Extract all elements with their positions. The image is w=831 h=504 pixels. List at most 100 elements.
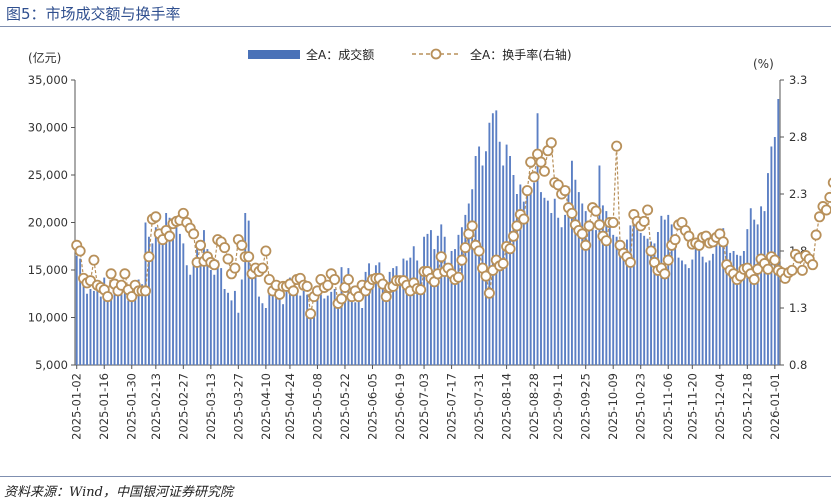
turnover-amount-bar	[213, 274, 216, 365]
turnover-amount-bar	[75, 255, 78, 365]
x-tick-label: 2025-11-20	[685, 373, 699, 440]
turnover-amount-bar	[123, 290, 126, 365]
turnover-amount-bar	[227, 292, 229, 365]
turnover-amount-bar	[698, 245, 701, 365]
turnover-rate-point	[222, 253, 234, 265]
turnover-amount-bar	[237, 312, 240, 365]
left-tick-label: 5,000	[35, 358, 68, 372]
turnover-amount-bar	[189, 274, 192, 365]
x-tick-label: 2025-03-13	[204, 373, 218, 440]
turnover-amount-bar	[564, 214, 567, 365]
turnover-amount-bar	[443, 236, 446, 365]
turnover-amount-bar	[436, 235, 439, 365]
turnover-rate-point	[260, 245, 272, 257]
turnover-amount-bar	[106, 287, 109, 365]
turnover-rate-point	[177, 207, 189, 219]
turnover-rate-point	[810, 229, 822, 241]
turnover-amount-bar	[663, 219, 666, 365]
x-tick-label: 2025-04-10	[259, 373, 273, 440]
turnover-rate-point	[126, 291, 138, 303]
turnover-amount-bar	[313, 315, 315, 365]
turnover-amount-bar	[749, 208, 752, 365]
turnover-amount-bar	[282, 304, 285, 365]
turnover-amount-bar	[278, 290, 281, 365]
turnover-amount-bar	[540, 192, 542, 365]
turnover-rate-point	[752, 263, 764, 275]
turnover-amount-bar	[165, 213, 168, 365]
turnover-rate-point	[139, 285, 151, 297]
x-tick-label: 2025-01-30	[125, 373, 139, 440]
turnover-amount-bar	[670, 224, 673, 365]
turnover-amount-bar	[240, 279, 243, 365]
turnover-amount-bar	[708, 260, 711, 365]
left-tick-label: 35,000	[28, 73, 68, 87]
turnover-amount-bar	[464, 214, 467, 365]
turnover-amount-bar	[158, 239, 161, 365]
turnover-rate-point	[459, 242, 471, 254]
left-tick-label: 25,000	[28, 168, 68, 182]
turnover-amount-bar	[385, 284, 388, 365]
turnover-amount-bar	[429, 230, 432, 365]
turnover-amount-bar	[347, 268, 350, 365]
right-tick-label: 1.3	[789, 301, 807, 315]
x-tick-label: 2025-04-24	[283, 373, 297, 440]
turnover-amount-bar	[681, 260, 683, 365]
turnover-amount-bar	[526, 189, 529, 365]
turnover-amount-bar	[261, 303, 264, 365]
turnover-amount-bar	[450, 251, 453, 365]
turnover-amount-bar	[567, 186, 570, 365]
turnover-amount-bar	[660, 215, 663, 365]
turnover-rate-point	[669, 234, 681, 246]
turnover-amount-bar	[412, 246, 415, 365]
turnover-amount-bar	[374, 265, 377, 365]
turnover-amount-bar	[739, 255, 742, 365]
turnover-rate-point	[611, 140, 623, 152]
turnover-amount-bar	[687, 268, 690, 365]
turnover-amount-bar	[86, 293, 88, 365]
turnover-amount-bar	[113, 279, 116, 365]
turnover-amount-bar	[258, 296, 260, 365]
turnover-rate-point	[518, 213, 530, 225]
turnover-amount-bar	[168, 217, 171, 365]
turnover-amount-bar	[381, 274, 384, 365]
turnover-amount-bar	[364, 271, 367, 365]
turnover-amount-bar	[608, 227, 611, 365]
turnover-amount-bar	[588, 222, 591, 365]
turnover-amount-bar	[368, 263, 370, 365]
right-tick-label: 3.3	[789, 73, 807, 87]
turnover-amount-bar	[553, 198, 556, 365]
turnover-rate-point	[256, 262, 268, 274]
turnover-amount-bar	[209, 270, 212, 365]
turnover-rate-point	[305, 308, 317, 320]
turnover-amount-bar	[134, 295, 137, 365]
turnover-rate-point	[507, 230, 519, 242]
turnover-rate-point	[322, 279, 334, 291]
turnover-rate-point	[301, 280, 313, 292]
turnover-rate-point	[566, 207, 578, 219]
turnover-amount-bar	[199, 265, 202, 365]
turnover-amount-bar	[684, 264, 687, 365]
turnover-rate-point	[456, 254, 468, 266]
turnover-amount-bar	[316, 291, 319, 365]
turnover-rate-point	[415, 284, 427, 296]
turnover-rate-point	[74, 245, 86, 257]
turnover-amount-bar	[151, 243, 154, 365]
turnover-amount-bar	[416, 260, 419, 365]
turnover-amount-bar	[299, 295, 302, 365]
turnover-amount-bar	[619, 248, 622, 365]
turnover-rate-point	[263, 273, 275, 285]
turnover-amount-bar	[371, 277, 374, 365]
x-tick-label: 2025-01-02	[70, 373, 84, 440]
turnover-amount-bar	[705, 262, 708, 365]
turnover-amount-bar	[536, 113, 539, 365]
turnover-amount-bar	[361, 308, 364, 365]
axes: 5,000 10,000 15,000 20,000 25,000 30,000 35,00…	[28, 73, 808, 440]
turnover-rate-point	[600, 235, 612, 247]
turnover-amount-bar	[399, 276, 401, 365]
turnover-amount-bar	[426, 233, 429, 365]
turnover-amount-bar	[137, 279, 140, 365]
turnover-rate-point	[119, 268, 131, 280]
turnover-amount-bar	[653, 243, 656, 365]
bar-series	[75, 99, 780, 366]
turnover-rate-point	[504, 243, 516, 255]
